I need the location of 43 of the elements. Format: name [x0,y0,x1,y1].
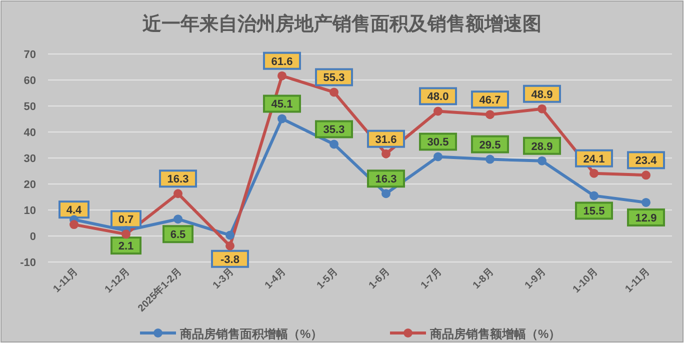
legend-label: 商品房销售额增幅（%） [429,327,561,341]
y-tick-label: 40 [24,127,36,139]
data-label: 61.6 [271,56,293,68]
data-label: 45.1 [271,98,293,111]
data-label: 29.5 [479,139,501,152]
data-label: 55.3 [323,72,345,84]
data-label: 2.1 [118,240,134,253]
data-label: 23.4 [635,155,658,168]
x-tick-label: 1-9月 [523,266,548,292]
y-tick-label: -10 [20,257,36,269]
data-label: 48.9 [531,88,553,101]
data-label: 35.3 [323,124,345,136]
x-tick-label: 1-6月 [367,266,392,292]
data-label: 30.5 [427,136,449,149]
x-tick-label: 1-4月 [263,266,288,292]
data-label: 0.7 [118,214,134,226]
data-label: 46.7 [479,94,501,107]
y-tick-label: 10 [24,205,36,217]
x-tick-label: 1-7月 [419,266,444,292]
x-tick-label: 1-5月 [315,266,340,292]
chart-title: 近一年来自治州房地产销售面积及销售额增速图 [142,13,542,35]
data-label: -3.8 [220,254,240,266]
y-tick-label: 50 [24,101,36,113]
x-tick-label: 1-3月 [211,266,236,292]
data-label: 16.3 [167,174,189,186]
y-tick-label: 0 [30,231,36,243]
data-label: 16.3 [375,174,397,186]
data-label: 48.0 [427,91,449,104]
y-tick-label: 60 [24,75,36,87]
data-label: 6.5 [170,229,186,242]
y-tick-label: 30 [24,153,36,165]
data-label: 15.5 [583,206,605,218]
x-tick-label: 1-11月 [624,266,652,295]
data-label: 31.6 [375,134,397,146]
x-tick-label: 1-8月 [471,266,496,292]
data-label: 24.1 [583,153,605,166]
y-tick-label: 20 [24,179,36,191]
legend-label: 商品房销售面积增幅（%） [179,327,323,341]
x-tick-label: 1-11月 [52,266,80,295]
y-tick-label: 70 [24,49,36,61]
data-label: 28.9 [531,140,553,153]
data-label: 4.4 [66,204,83,217]
data-label: 12.9 [635,212,657,224]
